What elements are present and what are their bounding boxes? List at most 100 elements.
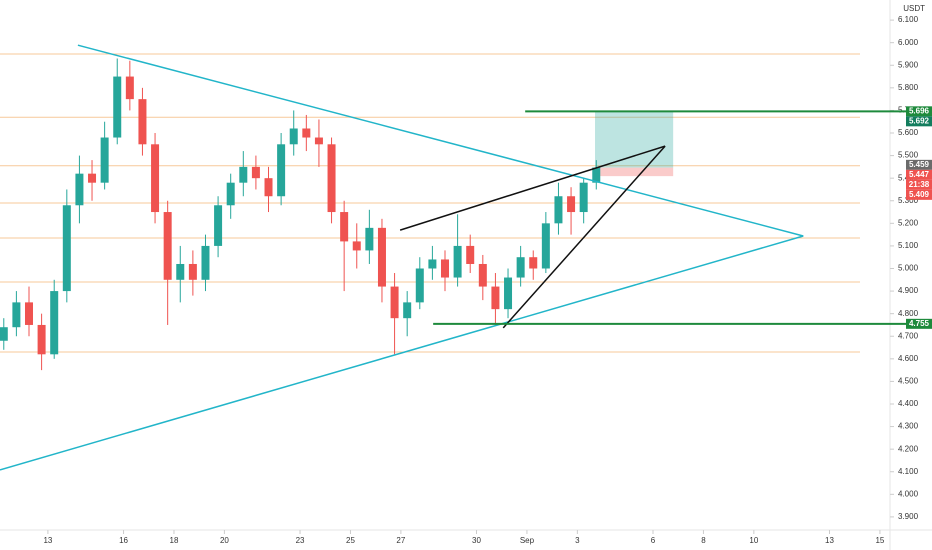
candle-body bbox=[239, 166, 248, 183]
x-tick-label: 13 bbox=[825, 536, 834, 545]
candle-body bbox=[516, 257, 525, 278]
candle-body bbox=[403, 302, 412, 319]
y-tick-label: 4.600 bbox=[898, 354, 919, 363]
trendline bbox=[399, 145, 666, 231]
y-tick-label: 5.800 bbox=[898, 83, 919, 92]
price-tag-label: 21:38 bbox=[909, 180, 930, 189]
candle-body bbox=[24, 302, 33, 325]
x-tick-label: 6 bbox=[651, 536, 656, 545]
candle-body bbox=[554, 196, 563, 224]
x-tick-label: Sep bbox=[520, 536, 535, 545]
candle-body bbox=[226, 182, 235, 206]
candle-body bbox=[466, 245, 475, 264]
candle-body bbox=[176, 263, 185, 280]
x-tick-label: 18 bbox=[170, 536, 179, 545]
candle-body bbox=[302, 128, 311, 138]
y-tick-label: 5.100 bbox=[898, 241, 919, 250]
candle-body bbox=[529, 257, 538, 269]
candle-body bbox=[100, 137, 109, 183]
candle-body bbox=[567, 196, 576, 213]
candle-body bbox=[88, 173, 97, 183]
candle-body bbox=[478, 263, 487, 287]
y-tick-label: 5.200 bbox=[898, 218, 919, 227]
y-tick-label: 4.300 bbox=[898, 422, 919, 431]
candle-body bbox=[163, 212, 172, 280]
x-tick-label: 10 bbox=[749, 536, 758, 545]
candle-body bbox=[37, 324, 46, 355]
price-tag-label: 5.692 bbox=[909, 116, 930, 125]
x-tick-label: 23 bbox=[296, 536, 305, 545]
candle-body bbox=[151, 144, 160, 213]
price-tag bbox=[906, 318, 932, 329]
candle-body bbox=[352, 241, 361, 251]
candle-body bbox=[113, 76, 122, 138]
price-tag-label: 5.696 bbox=[909, 106, 930, 115]
y-tick-label: 5.300 bbox=[898, 196, 919, 205]
candle-body bbox=[62, 205, 71, 292]
y-tick-label: 4.100 bbox=[898, 467, 919, 476]
price-tag-label: 4.755 bbox=[909, 319, 930, 328]
price-tag bbox=[906, 116, 932, 127]
x-tick-label: 13 bbox=[43, 536, 52, 545]
y-tick-label: 3.900 bbox=[898, 512, 919, 521]
candle-body bbox=[390, 286, 399, 319]
candle-body bbox=[264, 178, 273, 197]
candle-body bbox=[12, 302, 21, 328]
y-tick-label: 5.600 bbox=[898, 128, 919, 137]
candle-body bbox=[327, 144, 336, 213]
candle-body bbox=[491, 286, 500, 310]
currency: USDT bbox=[903, 4, 925, 13]
candle-body bbox=[340, 212, 349, 242]
y-tick-label: 4.400 bbox=[898, 399, 919, 408]
y-tick-label: 4.800 bbox=[898, 309, 919, 318]
trendline bbox=[502, 145, 666, 329]
y-tick-label: 4.500 bbox=[898, 377, 919, 386]
x-tick-label: 15 bbox=[875, 536, 884, 545]
y-tick-label: 4.200 bbox=[898, 444, 919, 453]
trendline bbox=[0, 235, 804, 471]
candle-body bbox=[428, 259, 437, 269]
y-tick-label: 4.900 bbox=[898, 286, 919, 295]
candle-body bbox=[504, 277, 513, 310]
stop-zone bbox=[595, 167, 674, 177]
price-tag bbox=[906, 179, 932, 190]
candle-body bbox=[441, 259, 449, 278]
price-tag bbox=[906, 106, 932, 117]
candle-body bbox=[314, 137, 323, 145]
y-tick-label: 4.700 bbox=[898, 331, 919, 340]
candle-body bbox=[289, 128, 298, 145]
x-tick-label: 8 bbox=[701, 536, 706, 545]
x-tick-label: 27 bbox=[396, 536, 405, 545]
price-tag bbox=[906, 189, 932, 200]
candle-body bbox=[453, 245, 462, 278]
price-tag bbox=[906, 169, 932, 180]
candle-body bbox=[125, 76, 134, 100]
candle-body bbox=[75, 173, 84, 206]
y-tick-label: 5.000 bbox=[898, 264, 919, 273]
y-tick-label: 6.000 bbox=[898, 38, 919, 47]
price-tag-label: 5.447 bbox=[909, 170, 930, 179]
candle-body bbox=[188, 263, 197, 280]
y-tick-label: 4.000 bbox=[898, 489, 919, 498]
price-tag-label: 5.409 bbox=[909, 190, 930, 199]
candle-body bbox=[0, 327, 8, 341]
y-tick-label: 6.100 bbox=[898, 15, 919, 24]
candle-body bbox=[579, 182, 588, 213]
candle-body bbox=[50, 291, 59, 355]
trendline bbox=[77, 44, 804, 237]
candle-body bbox=[365, 227, 374, 251]
target-zone bbox=[595, 111, 674, 168]
candle-body bbox=[214, 205, 223, 246]
candle-body bbox=[377, 227, 386, 287]
x-tick-label: 3 bbox=[575, 536, 580, 545]
candle-body bbox=[251, 166, 260, 179]
x-tick-label: 25 bbox=[346, 536, 355, 545]
y-tick-label: 5.900 bbox=[898, 60, 919, 69]
x-tick-label: 16 bbox=[119, 536, 128, 545]
candle-body bbox=[201, 245, 210, 280]
y-tick-label: 5.500 bbox=[898, 151, 919, 160]
x-tick-label: 30 bbox=[472, 536, 481, 545]
